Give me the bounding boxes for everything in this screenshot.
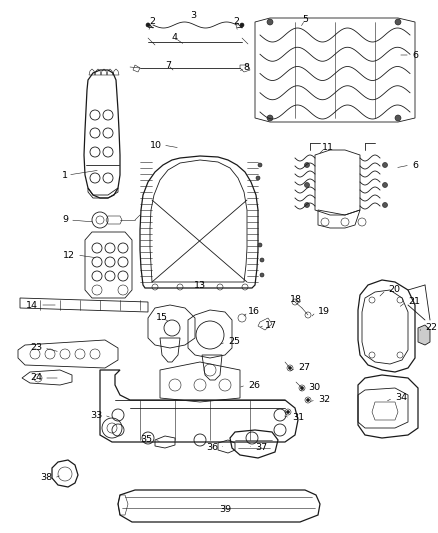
Text: 19: 19 [318, 308, 330, 317]
Circle shape [260, 273, 264, 277]
Text: 13: 13 [194, 280, 206, 289]
Text: 16: 16 [248, 308, 260, 317]
Text: 33: 33 [90, 410, 102, 419]
Text: 26: 26 [248, 381, 260, 390]
Text: 21: 21 [408, 297, 420, 306]
Text: 37: 37 [255, 443, 267, 453]
Text: 20: 20 [388, 286, 400, 295]
Text: 7: 7 [165, 61, 171, 69]
Text: 5: 5 [302, 15, 308, 25]
Text: 6: 6 [412, 51, 418, 60]
Text: 34: 34 [395, 393, 407, 402]
Text: 2: 2 [149, 18, 155, 27]
Text: 23: 23 [30, 343, 42, 352]
Text: 6: 6 [412, 160, 418, 169]
Text: 22: 22 [425, 324, 437, 333]
Text: 27: 27 [298, 364, 310, 373]
Circle shape [256, 176, 260, 180]
Text: 3: 3 [190, 11, 196, 20]
Text: 1: 1 [62, 171, 68, 180]
Text: 17: 17 [265, 320, 277, 329]
Circle shape [304, 163, 310, 167]
Circle shape [304, 203, 310, 207]
Text: 12: 12 [63, 251, 75, 260]
Text: 36: 36 [206, 443, 218, 453]
Text: 14: 14 [26, 301, 38, 310]
Circle shape [286, 410, 290, 414]
Circle shape [258, 243, 262, 247]
Text: 32: 32 [318, 395, 330, 405]
Text: 9: 9 [62, 215, 68, 224]
Polygon shape [418, 325, 430, 345]
Circle shape [267, 115, 273, 121]
Circle shape [146, 23, 150, 27]
Text: 30: 30 [308, 384, 320, 392]
Text: 15: 15 [156, 313, 168, 322]
Circle shape [240, 23, 244, 27]
Text: 8: 8 [243, 63, 249, 72]
Text: 10: 10 [150, 141, 162, 149]
Text: 31: 31 [292, 414, 304, 423]
Text: 35: 35 [140, 435, 152, 445]
Text: 38: 38 [40, 473, 52, 482]
Circle shape [258, 163, 262, 167]
Circle shape [307, 399, 310, 401]
Circle shape [289, 367, 292, 369]
Text: 39: 39 [219, 505, 231, 514]
Circle shape [300, 386, 304, 390]
Text: 18: 18 [290, 295, 302, 304]
Circle shape [382, 203, 388, 207]
Text: 2: 2 [233, 18, 239, 27]
Circle shape [395, 115, 401, 121]
Circle shape [267, 19, 273, 25]
Circle shape [260, 258, 264, 262]
Circle shape [382, 163, 388, 167]
Text: 4: 4 [172, 34, 178, 43]
Circle shape [382, 182, 388, 188]
Circle shape [395, 19, 401, 25]
Text: 24: 24 [30, 374, 42, 383]
Text: 25: 25 [228, 337, 240, 346]
Text: 11: 11 [322, 143, 334, 152]
Circle shape [304, 182, 310, 188]
